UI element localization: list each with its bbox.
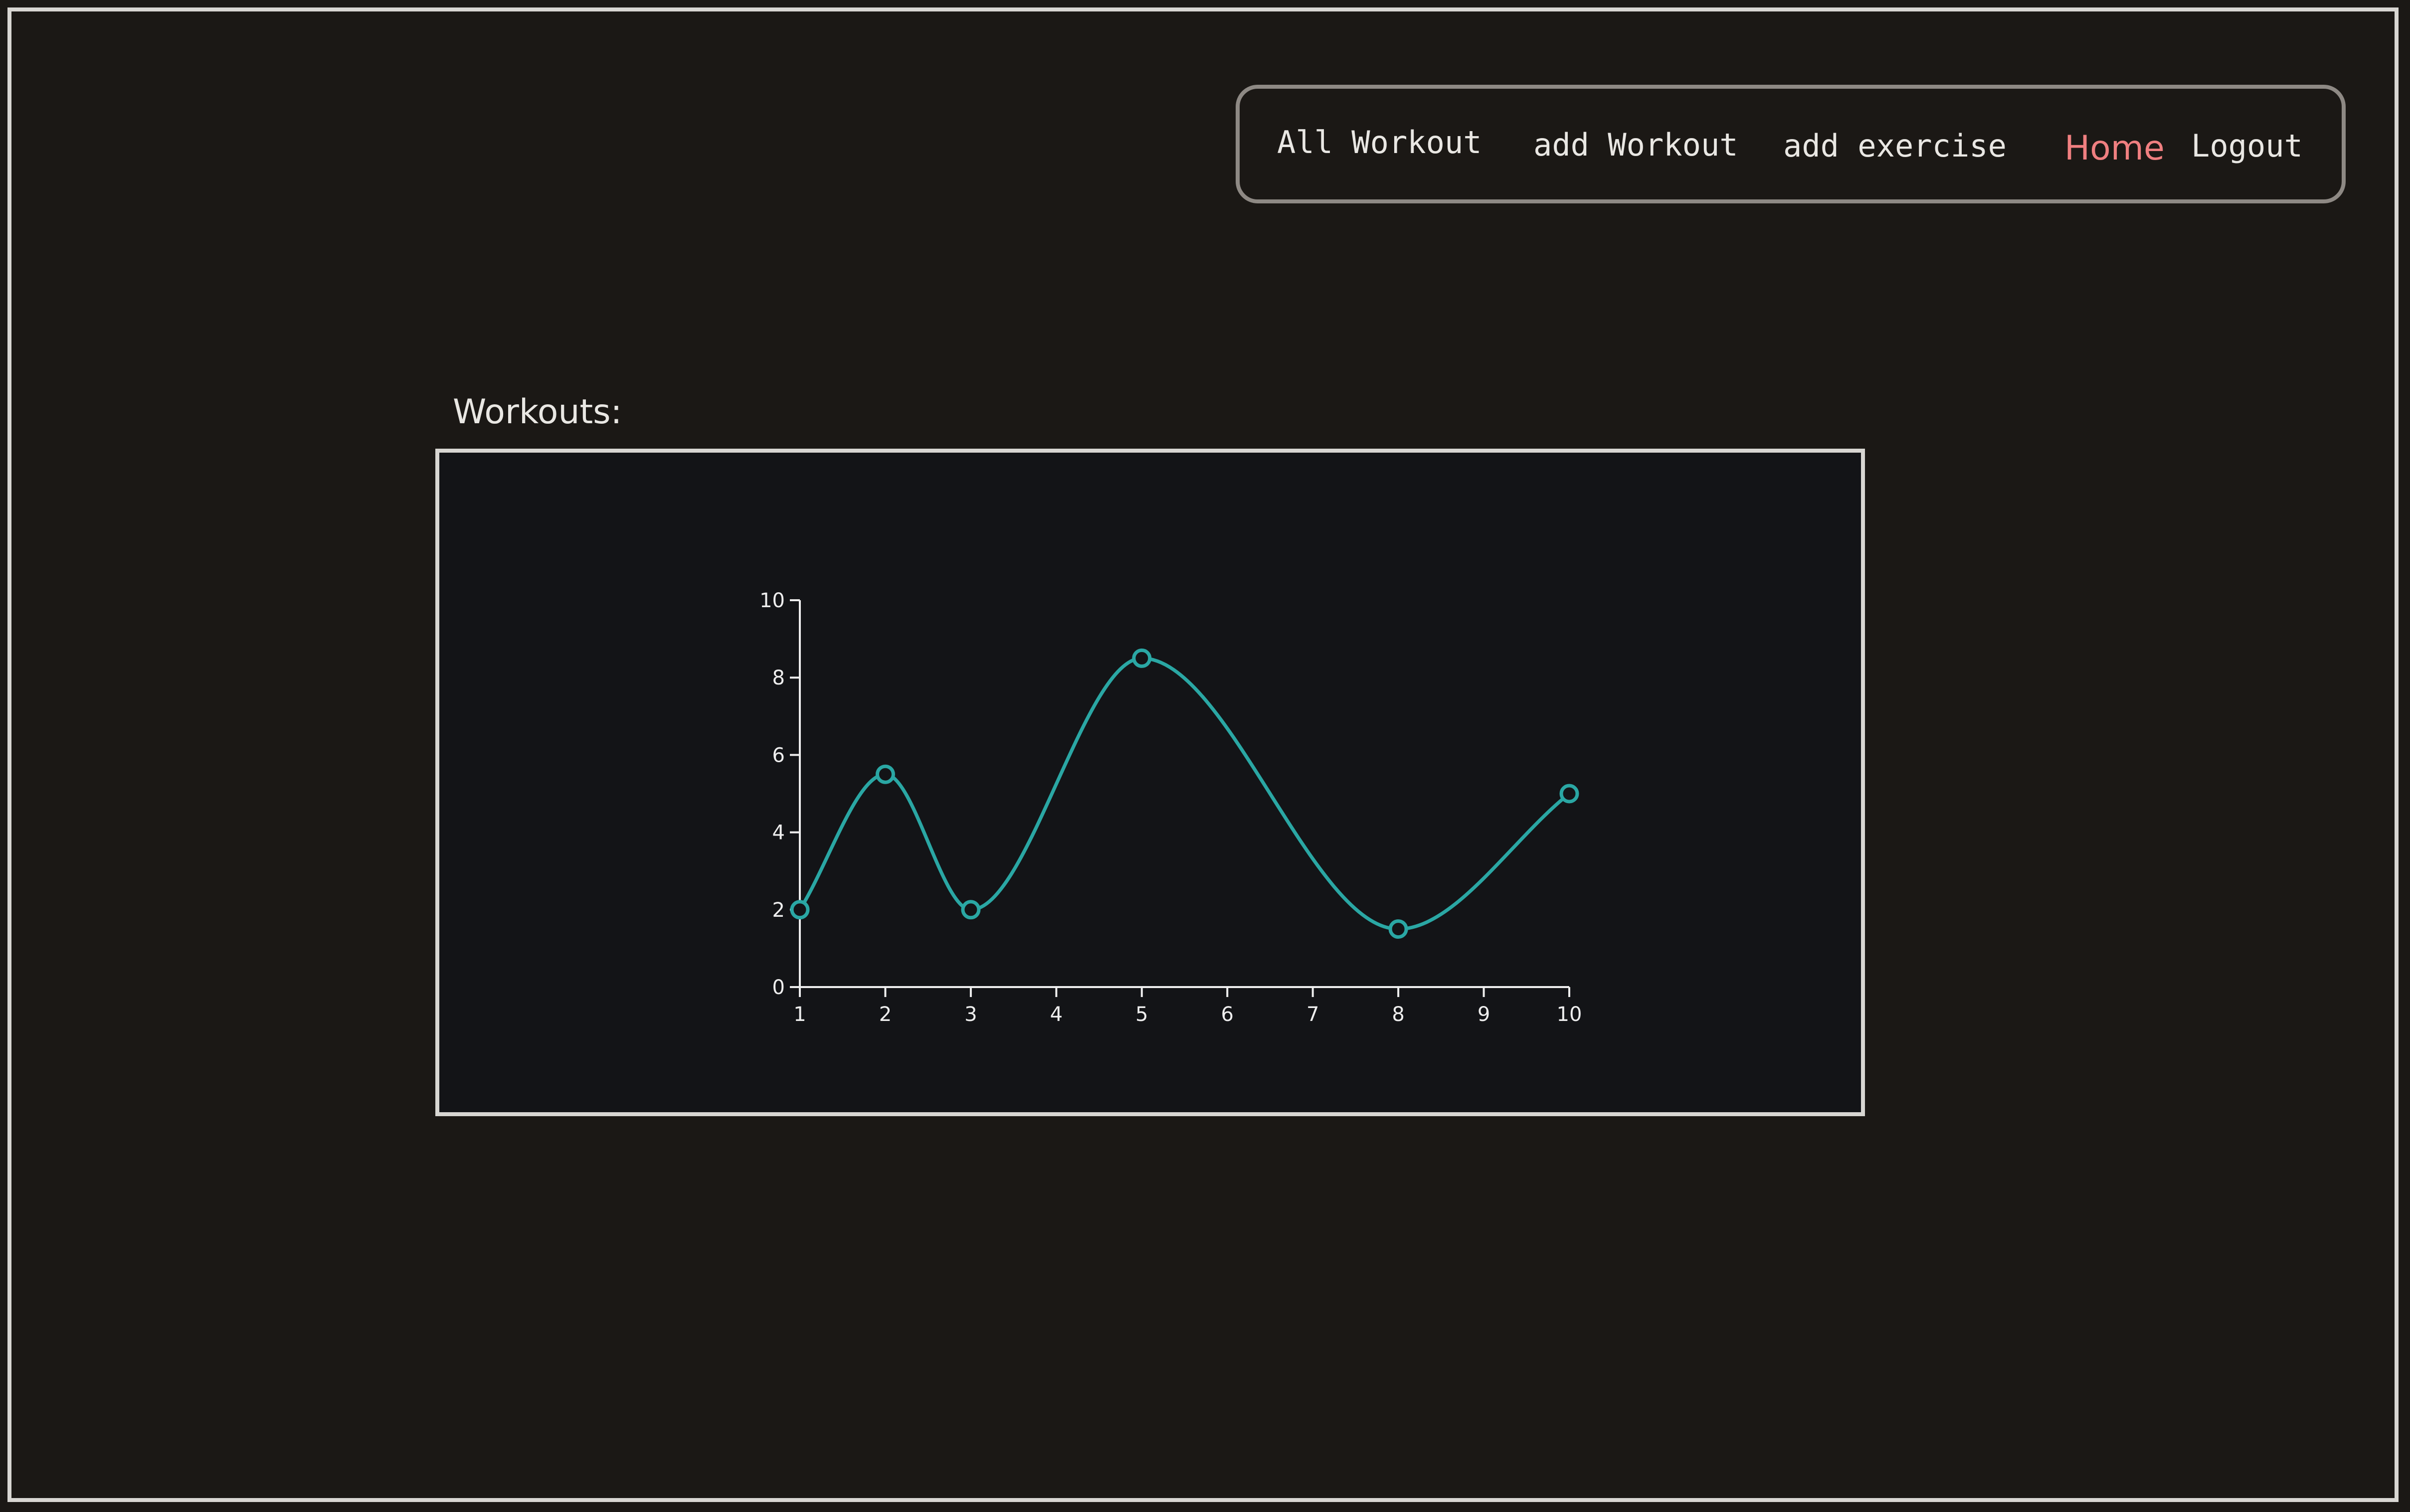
- x-tick-label: 9: [1478, 1003, 1490, 1026]
- x-tick-label: 8: [1392, 1003, 1404, 1026]
- y-tick-label: 4: [772, 822, 785, 844]
- nav-all-workout-link[interactable]: All Workout: [1277, 124, 1482, 161]
- x-tick-label: 1: [793, 1003, 806, 1026]
- data-point: [1559, 784, 1579, 804]
- series-line: [798, 656, 1571, 931]
- page-frame: [7, 7, 2399, 1502]
- x-tick-label: 6: [1221, 1003, 1233, 1026]
- y-tick-label: 6: [772, 744, 785, 767]
- data-point: [961, 900, 981, 920]
- y-tick-label: 8: [772, 667, 785, 689]
- nav-add-exercise-link[interactable]: add exercise: [1783, 128, 2007, 164]
- x-tick-label: 3: [964, 1003, 977, 1026]
- data-point: [1388, 919, 1408, 939]
- data-points: [790, 648, 1579, 939]
- data-point: [875, 764, 895, 784]
- x-tick-label: 10: [1557, 1003, 1582, 1026]
- x-tick-label: 7: [1306, 1003, 1319, 1026]
- nav-logout-link[interactable]: Logout: [2191, 128, 2303, 164]
- nav-home-link[interactable]: Home: [2064, 129, 2165, 168]
- x-tick-label: 4: [1050, 1003, 1063, 1026]
- x-axis-ticks: 1 2 3 4 5 6 7 8 9 10: [793, 987, 1582, 1026]
- workouts-chart-panel: 1 2 3 4 5 6 7 8 9 10 0 2 4 6 8 10: [435, 449, 1865, 1116]
- data-point: [790, 900, 810, 920]
- data-point: [1132, 648, 1152, 668]
- nav-add-workout-link[interactable]: add Workout: [1533, 127, 1738, 163]
- x-tick-label: 2: [879, 1003, 892, 1026]
- y-tick-label: 2: [772, 899, 785, 922]
- workouts-line-chart: 1 2 3 4 5 6 7 8 9 10 0 2 4 6 8 10: [759, 589, 1582, 1026]
- x-tick-label: 5: [1135, 1003, 1148, 1026]
- y-axis-ticks: 0 2 4 6 8 10: [759, 589, 800, 999]
- workouts-heading: Workouts:: [453, 392, 622, 432]
- y-tick-label: 0: [772, 976, 785, 999]
- top-nav-bar: [1236, 85, 2346, 203]
- y-tick-label: 10: [759, 589, 785, 612]
